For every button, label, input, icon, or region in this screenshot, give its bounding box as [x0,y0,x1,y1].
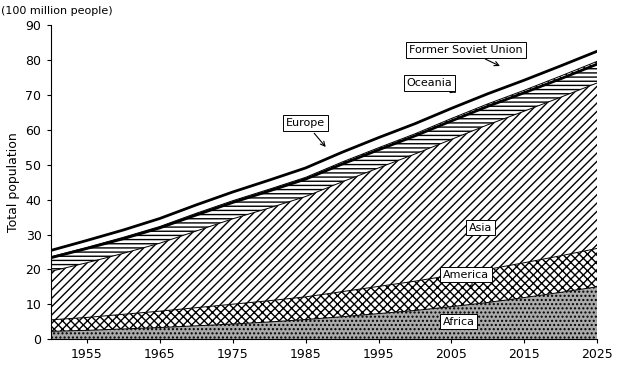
Y-axis label: Total population: Total population [7,132,20,232]
Text: Former Soviet Union: Former Soviet Union [409,45,523,66]
Text: America: America [443,270,489,288]
Text: Asia: Asia [469,223,492,233]
Text: Oceania: Oceania [407,78,455,93]
Text: Africa: Africa [443,316,475,327]
Text: Europe: Europe [286,118,326,146]
Text: (100 million people): (100 million people) [1,6,113,16]
